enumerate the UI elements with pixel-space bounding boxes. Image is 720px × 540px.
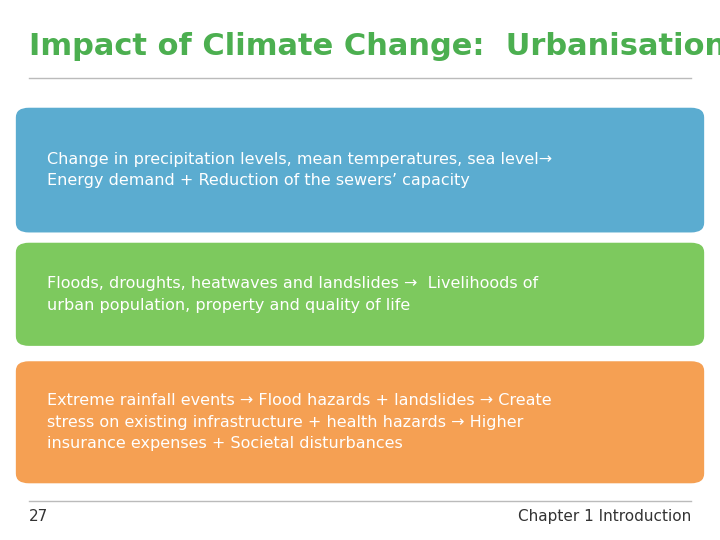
Text: Extreme rainfall events → Flood hazards + landslides → Create
stress on existing: Extreme rainfall events → Flood hazards … xyxy=(47,393,552,451)
Text: Chapter 1 Introduction: Chapter 1 Introduction xyxy=(518,509,691,524)
FancyBboxPatch shape xyxy=(16,108,704,232)
FancyBboxPatch shape xyxy=(16,361,704,483)
Text: Floods, droughts, heatwaves and landslides →  Livelihoods of
urban population, p: Floods, droughts, heatwaves and landslid… xyxy=(47,276,538,313)
Text: 27: 27 xyxy=(29,509,48,524)
FancyBboxPatch shape xyxy=(16,243,704,346)
Text: Impact of Climate Change:  Urbanisation: Impact of Climate Change: Urbanisation xyxy=(29,32,720,62)
Text: Change in precipitation levels, mean temperatures, sea level→
Energy demand + Re: Change in precipitation levels, mean tem… xyxy=(47,152,552,188)
